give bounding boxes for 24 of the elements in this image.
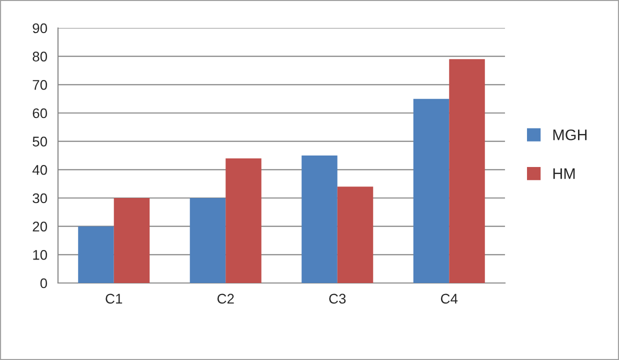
- y-tick-label: 90: [32, 23, 48, 34]
- y-tick-label: 10: [33, 250, 48, 260]
- x-tick-label: C1: [106, 294, 122, 304]
- x-tick-label: C3: [329, 294, 346, 304]
- bar: [413, 98, 450, 283]
- y-tick-label: 70: [32, 80, 48, 90]
- y-tick-label: 30: [32, 193, 48, 204]
- bar: [337, 186, 374, 283]
- legend-label: MGH: [553, 129, 587, 140]
- legend-label: HM: [553, 168, 575, 179]
- bar: [78, 226, 114, 283]
- y-tick-label: 0: [40, 278, 48, 288]
- y-tick-label: 60: [32, 108, 48, 118]
- y-tick-label: 50: [32, 136, 48, 147]
- bar: [226, 158, 262, 283]
- bar: [114, 198, 150, 283]
- y-tick-label: 40: [32, 165, 48, 175]
- bar: [449, 59, 485, 283]
- x-tick-label: C4: [440, 294, 458, 304]
- bar: [190, 198, 226, 283]
- x-tick-label: C2: [217, 294, 234, 304]
- y-tick-label: 80: [32, 52, 48, 62]
- bar: [302, 156, 338, 283]
- y-tick-label: 20: [32, 222, 48, 232]
